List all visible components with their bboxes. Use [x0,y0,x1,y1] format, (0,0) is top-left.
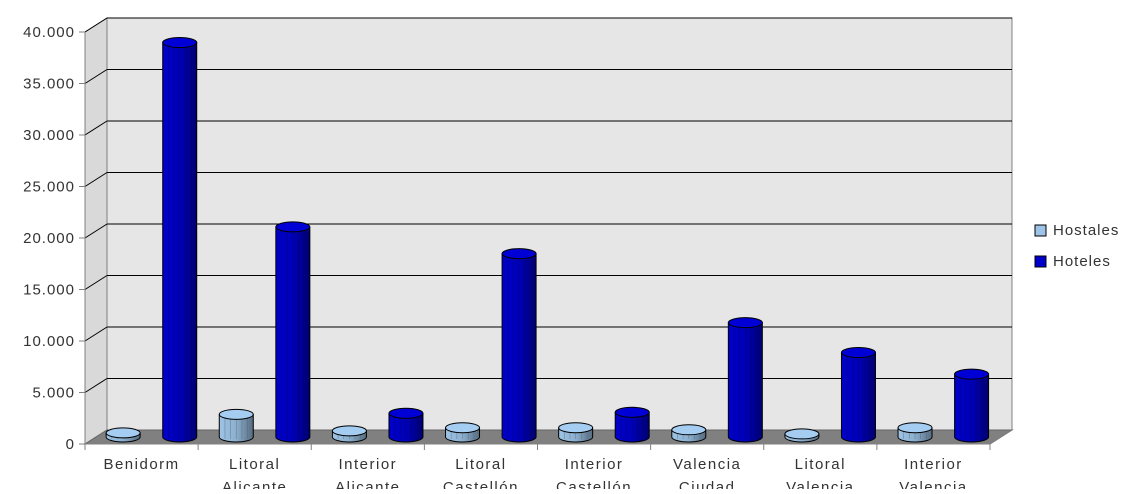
gridline-side [84,172,108,187]
x-tick-label: Valencia [673,456,741,473]
y-tick-label: 5.000 [32,385,75,402]
x-tick-label: Valencia [786,479,854,489]
bar-top [275,221,311,233]
bar-hostales [897,422,933,443]
bar-hoteles [162,37,198,443]
y-tick-label: 25.000 [23,179,75,196]
gridline-side [84,17,108,33]
y-tick-label: 10.000 [23,333,75,350]
bar-hoteles [727,317,763,443]
y-tick-label: 30.000 [23,127,75,144]
bar-hostales [331,425,367,443]
bar-top [727,317,763,329]
legend-swatch-hostales [1034,224,1047,237]
bar-top [162,37,198,49]
x-tick-label: Interior [904,456,963,473]
y-tick-label: 20.000 [23,230,75,247]
bar-hoteles [501,248,537,443]
gridline-side [84,120,108,136]
bar-top [614,406,650,418]
bar-top [388,407,424,419]
bar-top [501,248,537,260]
x-tick-label: Litoral [455,456,506,473]
x-tick-label: Valencia [899,479,967,489]
y-tick-label: 35.000 [23,76,75,93]
bar-hostales [671,424,707,443]
gridline-side [84,326,108,342]
gridline-side [84,69,108,84]
legend-label-hoteles: Hoteles [1053,253,1111,270]
bar-top [445,422,481,434]
x-tick-label: Alicante [335,479,400,489]
gridline-side [84,275,108,290]
bar-hostales [558,422,594,443]
y-tick-label: 15.000 [23,282,75,299]
legend-swatch-hoteles [1034,255,1047,268]
x-tick-label: Litoral [229,456,280,473]
bar-hostales [105,427,141,443]
x-tick-label: Castellón [556,479,632,489]
bar-top [954,368,990,380]
bar-top [105,427,141,439]
x-tick-label: Litoral [795,456,846,473]
bar-top [840,347,876,359]
bar-top [671,424,707,436]
bar-hoteles [275,221,311,443]
bar-hoteles [954,368,990,443]
y-tick-label: 40.000 [23,24,75,41]
x-tick-label: Interior [338,456,397,473]
x-tick-label: Ciudad [679,479,736,489]
bar-hostales [784,428,820,443]
y-tick-label: 0 [66,436,75,453]
legend-label-hostales: Hostales [1053,222,1119,239]
x-tick-label: Castellón [443,479,519,489]
bar-hoteles [614,406,650,443]
bar-top [897,422,933,434]
bar-hostales [218,408,254,443]
gridline-side [84,223,108,239]
bar-top [558,422,594,434]
gridline-side [84,378,108,393]
bar-top [784,428,820,440]
bar-top [331,425,367,437]
floor-edge [989,429,1013,445]
bar-hostales [445,422,481,443]
x-tick-label: Benidorm [103,456,179,473]
bar-hoteles [388,407,424,443]
x-tick-label: Interior [565,456,624,473]
bar-hoteles [840,347,876,443]
x-tick-label: Alicante [222,479,287,489]
bar-top [218,408,254,420]
